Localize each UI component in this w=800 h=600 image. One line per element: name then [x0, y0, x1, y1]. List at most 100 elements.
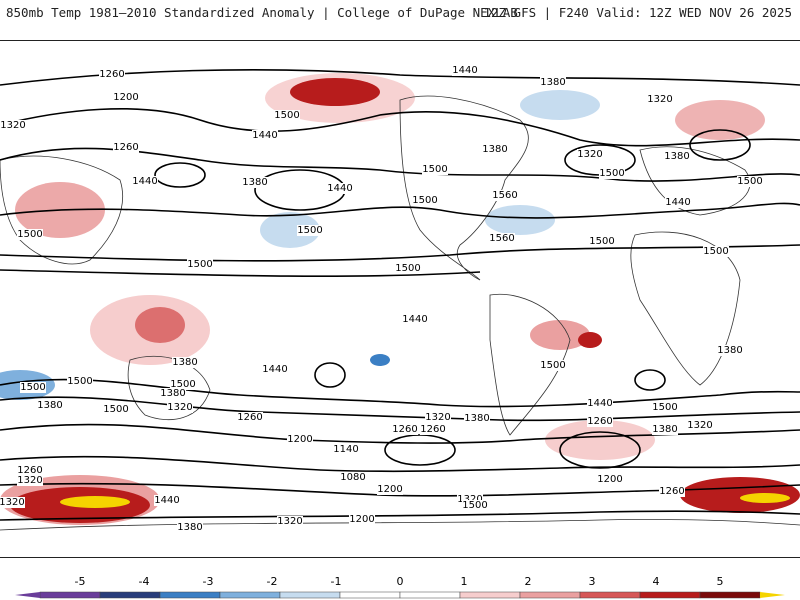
contour-label-bg	[462, 500, 488, 511]
contour-label: 1200	[349, 514, 374, 525]
contour-label: 1380	[540, 77, 565, 88]
contour-label-bg	[664, 151, 690, 162]
colorbar-ticks: -5 -4 -3 -2 -1 0 1 2 3 4 5	[75, 575, 724, 588]
contour-label: 1140	[333, 444, 358, 455]
contour-label: 1500	[170, 379, 195, 390]
contour-label: 1380	[464, 413, 489, 424]
contour-label-bg	[287, 434, 313, 445]
contour-label: 1560	[492, 190, 517, 201]
warm-anomaly-core	[290, 78, 380, 106]
colorbar-segment	[399, 591, 461, 599]
map-title: 850mb Temp 1981–2010 Standardized Anomal…	[6, 5, 518, 20]
anomaly-map: 1260 1440 1380 1200 1320 1500 1320 1440 1260 1380…	[0, 65, 800, 533]
contour-label: 1320	[0, 497, 25, 508]
contour-labels: 1260 1440 1380 1200 1320 1500 1320 1440 1260 1380…	[0, 65, 763, 533]
contour-label-bg	[277, 516, 303, 527]
contour-label: 1320	[17, 475, 42, 486]
cold-anomaly-south-pacific	[370, 354, 390, 366]
contour-label: 1200	[287, 434, 312, 445]
contour-label-bg	[113, 92, 139, 103]
contour-label-bg	[652, 424, 678, 435]
contour-label: 1380	[177, 522, 202, 533]
colorbar-tick-label: 4	[653, 575, 660, 588]
contour-label: 1320	[647, 94, 672, 105]
contour-label: 1380	[482, 144, 507, 155]
contour-label-bg	[647, 94, 673, 105]
contour-label: 1500	[274, 110, 299, 121]
contour-label-bg	[67, 376, 93, 387]
contour-label-bg	[652, 402, 678, 413]
colorbar-segment	[639, 591, 701, 599]
contour-label: 1380	[160, 388, 185, 399]
contour-label: 1500	[395, 263, 420, 274]
contour-label-bg	[540, 360, 566, 371]
contour-label-bg	[412, 195, 438, 206]
contour-label: 1260	[113, 142, 138, 153]
contour-label-bg	[589, 236, 615, 247]
contour-label-bg	[154, 495, 180, 506]
contour-label: 1320	[167, 402, 192, 413]
contour-label-bg	[37, 400, 63, 411]
contour-label-bg	[422, 164, 448, 175]
contour-label: 1500	[422, 164, 447, 175]
contour-label-bg	[349, 514, 375, 525]
contour-label-bg	[103, 404, 129, 415]
contour-label-bg	[703, 246, 729, 257]
contour-label: 1260	[587, 416, 612, 427]
height-contours	[0, 69, 800, 521]
contour-label: 1320	[277, 516, 302, 527]
contour-label: 1500	[703, 246, 728, 257]
contour-label: 1200	[377, 484, 402, 495]
contour-label-bg	[340, 472, 366, 483]
contour-label-bg	[577, 149, 603, 160]
colorbar-tick-label: 0	[397, 575, 404, 588]
coastlines	[0, 95, 800, 531]
contour-label-bg	[17, 465, 43, 476]
contour-label: 1440	[402, 314, 427, 325]
contour-label: 1440	[252, 130, 277, 141]
colorbar-segment	[99, 591, 161, 599]
contour-label: 1380	[717, 345, 742, 356]
contour-label: 1500	[17, 229, 42, 240]
contour-label: 1260	[392, 424, 417, 435]
contour-label: 1200	[113, 92, 138, 103]
asia-outline	[0, 155, 124, 265]
contour-label-bg	[665, 197, 691, 208]
contour-label-bg	[20, 382, 46, 393]
contour-label-bg	[167, 402, 193, 413]
colorbar-tick-label: 3	[589, 575, 596, 588]
contour-label: 1500	[652, 402, 677, 413]
contour-label: 1440	[262, 364, 287, 375]
contour-label: 1500	[540, 360, 565, 371]
contour-label: 1380	[242, 177, 267, 188]
contour-label: 1560	[489, 233, 514, 244]
contour-label: 1320	[577, 149, 602, 160]
contour-label-bg	[392, 424, 418, 435]
contour-label: 1080	[340, 472, 365, 483]
colorbar-tick-label: -4	[139, 575, 150, 588]
colorbar-segment	[279, 591, 341, 599]
contour-label-bg	[464, 413, 490, 424]
colorbar-tick-label: -2	[267, 575, 278, 588]
contour-label: 1500	[103, 404, 128, 415]
colorbar-tick-label: 5	[717, 575, 724, 588]
contour-label-bg	[687, 420, 713, 431]
africa-outline	[630, 231, 741, 386]
colorbar-high-extension	[760, 592, 785, 598]
contour-label-bg	[489, 233, 515, 244]
cold-anomaly-us	[485, 205, 555, 235]
colorbar-segment	[159, 591, 221, 599]
contour-label-bg	[160, 388, 186, 399]
contour-label-bg	[274, 110, 300, 121]
south-america-outline	[489, 293, 571, 436]
extreme-anomaly-east	[740, 493, 790, 503]
contour-label-bg	[17, 475, 43, 486]
contour-label: 1500	[187, 259, 212, 270]
contour-label-bg	[402, 314, 428, 325]
contour-label-bg	[242, 177, 268, 188]
contour-label-bg	[262, 364, 288, 375]
contour-label-bg	[237, 412, 263, 423]
contour-label-bg	[187, 259, 213, 270]
contour-label-bg	[297, 225, 323, 236]
